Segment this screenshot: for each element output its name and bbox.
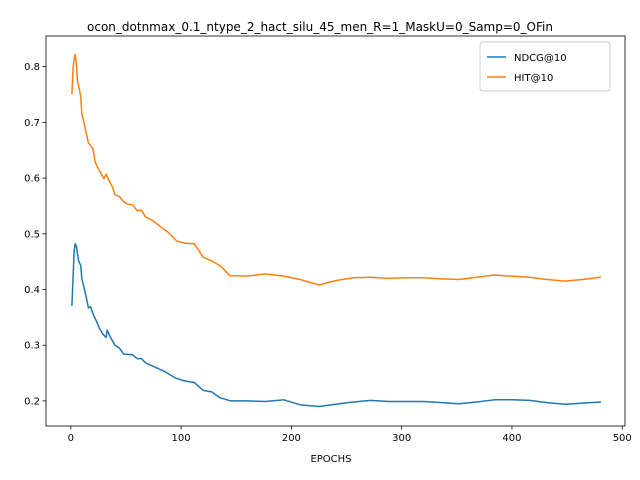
x-tick-label: 200	[282, 433, 301, 444]
chart-title: ocon_dotnmax_0.1_ntype_2_hact_silu_45_me…	[87, 20, 553, 34]
x-axis-label: EPOCHS	[310, 454, 351, 465]
plot-area	[71, 53, 602, 408]
series-line-hit-10	[71, 53, 602, 286]
legend-label: NDCG@10	[514, 53, 567, 64]
x-tick-label: 400	[502, 433, 521, 444]
y-axis: 0.2 0.3 0.4 0.5 0.6 0.7 0.8	[24, 62, 46, 407]
y-tick-label: 0.8	[24, 62, 40, 73]
y-tick-label: 0.3	[24, 341, 40, 352]
series-line-ndcg-10	[71, 243, 601, 408]
y-tick-label: 0.6	[24, 174, 40, 185]
y-tick-label: 0.2	[24, 396, 40, 407]
y-tick-label: 0.5	[24, 229, 40, 240]
x-axis: 0 100 200 300 400 500	[68, 426, 632, 444]
x-tick-label: 0	[68, 433, 74, 444]
legend-label: HIT@10	[514, 73, 553, 84]
legend-box	[479, 41, 611, 92]
axes-frame	[45, 35, 626, 427]
x-tick-label: 500	[613, 433, 632, 444]
x-tick-label: 300	[392, 433, 411, 444]
legend: NDCG@10 HIT@10	[479, 41, 611, 92]
y-tick-label: 0.4	[24, 285, 40, 296]
y-tick-label: 0.7	[24, 118, 40, 129]
x-tick-label: 100	[172, 433, 191, 444]
